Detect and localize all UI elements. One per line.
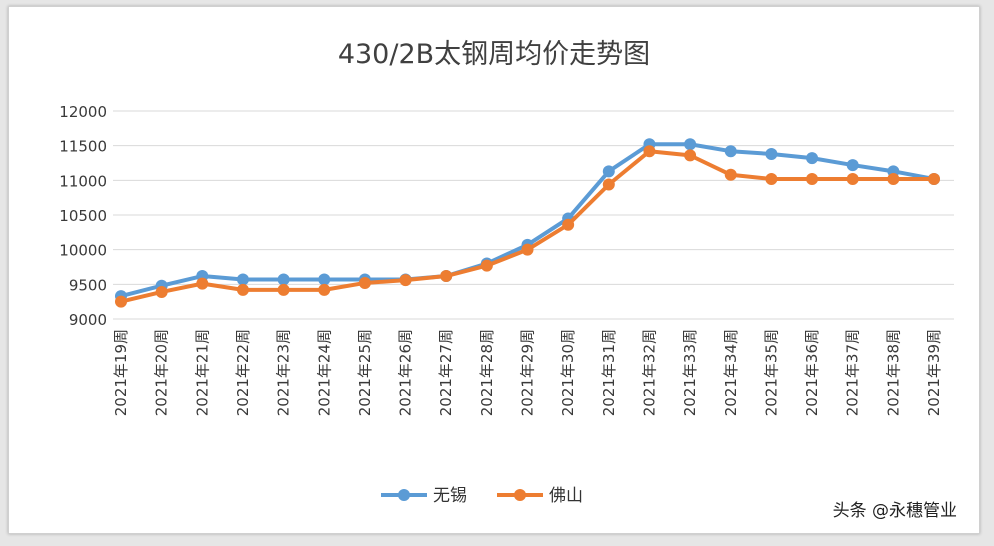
x-tick-label: 2021年33周 <box>681 329 699 416</box>
data-point <box>196 277 209 290</box>
data-point <box>684 149 697 162</box>
legend-label: 佛山 <box>549 486 583 506</box>
y-tick-label: 11500 <box>59 138 107 156</box>
data-point <box>318 283 331 296</box>
y-tick-label: 12000 <box>59 103 107 121</box>
line-chart: 430/2B太钢周均价走势图 9000 9500 10000 10500 11000 11… <box>59 39 954 506</box>
data-point <box>928 172 940 185</box>
x-tick-label: 2021年31周 <box>600 329 618 416</box>
chart-title: 430/2B太钢周均价走势图 <box>338 39 650 70</box>
x-tick-label: 2021年23周 <box>275 329 293 416</box>
x-axis-ticks: 2021年19周 2021年20周 2021年21周 2021年22周 2021年23周… <box>112 329 943 416</box>
data-point <box>440 270 453 283</box>
data-point <box>765 147 778 160</box>
data-point <box>765 172 778 185</box>
y-tick-label: 10000 <box>59 242 107 260</box>
x-tick-label: 2021年19周 <box>112 329 130 416</box>
x-tick-label: 2021年34周 <box>722 329 740 416</box>
x-tick-label: 2021年24周 <box>315 329 333 416</box>
chart-frame: 430/2B太钢周均价走势图 9000 9500 10000 10500 11000 11… <box>8 6 980 534</box>
x-tick-label: 2021年28周 <box>478 329 496 416</box>
data-point <box>806 152 819 165</box>
x-tick-label: 2021年37周 <box>844 329 862 416</box>
y-tick-label: 9500 <box>69 276 107 294</box>
data-point <box>724 145 737 158</box>
x-tick-label: 2021年35周 <box>762 329 780 416</box>
x-tick-label: 2021年25周 <box>356 329 374 416</box>
x-tick-label: 2021年22周 <box>234 329 252 416</box>
legend-marker <box>398 489 410 501</box>
source-credit: 头条 @永穗管业 <box>832 501 957 521</box>
y-tick-label: 10500 <box>59 207 107 225</box>
data-point <box>684 138 697 151</box>
data-point <box>399 274 412 287</box>
data-point <box>846 159 859 172</box>
data-point <box>724 168 737 181</box>
data-point <box>480 259 493 272</box>
data-point <box>846 172 859 185</box>
data-point <box>358 276 371 289</box>
data-point <box>887 172 900 185</box>
x-tick-label: 2021年32周 <box>640 329 658 416</box>
series-lines <box>115 138 940 308</box>
data-point <box>236 283 249 296</box>
data-point <box>806 172 819 185</box>
series-line-0 <box>120 142 935 299</box>
data-point <box>602 178 615 191</box>
y-tick-label: 11000 <box>59 172 107 190</box>
data-point <box>155 285 168 298</box>
data-point <box>643 145 656 158</box>
legend: 无锡 佛山 <box>381 486 583 506</box>
data-point <box>236 273 249 286</box>
y-tick-label: 9000 <box>69 311 107 329</box>
data-point <box>602 165 615 178</box>
x-tick-label: 2021年29周 <box>519 329 537 416</box>
x-tick-label: 2021年26周 <box>397 329 415 416</box>
legend-marker <box>514 489 526 501</box>
x-tick-label: 2021年27周 <box>437 329 455 416</box>
data-point <box>115 295 127 308</box>
x-tick-label: 2021年21周 <box>193 329 211 416</box>
data-point <box>277 283 290 296</box>
x-tick-label: 2021年36周 <box>803 329 821 416</box>
data-point <box>521 243 534 256</box>
data-point <box>277 273 290 286</box>
x-tick-label: 2021年38周 <box>884 329 902 416</box>
x-tick-label: 2021年39周 <box>925 329 943 416</box>
x-tick-label: 2021年30周 <box>559 329 577 416</box>
legend-label: 无锡 <box>433 486 467 506</box>
y-axis-ticks: 9000 9500 10000 10500 11000 11500 12000 <box>59 103 107 329</box>
data-point <box>318 273 331 286</box>
data-point <box>562 218 575 231</box>
x-tick-label: 2021年20周 <box>153 329 171 416</box>
